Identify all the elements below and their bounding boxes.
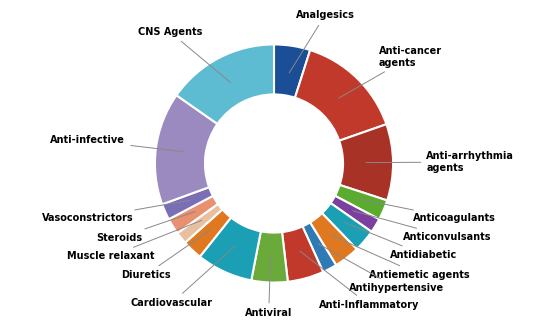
Text: Antiviral: Antiviral: [245, 255, 293, 318]
Wedge shape: [162, 187, 213, 219]
Wedge shape: [282, 226, 323, 282]
Text: Anticonvulsants: Anticonvulsants: [353, 211, 492, 242]
Text: Anticoagulants: Anticoagulants: [359, 199, 496, 223]
Text: Analgesics: Analgesics: [289, 10, 355, 73]
Text: Diuretics: Diuretics: [121, 230, 210, 280]
Wedge shape: [339, 124, 393, 200]
Wedge shape: [322, 203, 372, 249]
Text: Anti-cancer
agents: Anti-cancer agents: [339, 46, 442, 98]
Wedge shape: [169, 196, 218, 233]
Text: Anti-Inflammatory: Anti-Inflammatory: [300, 251, 419, 310]
Wedge shape: [155, 95, 218, 204]
Wedge shape: [330, 196, 379, 232]
Wedge shape: [185, 209, 231, 257]
Wedge shape: [252, 231, 288, 283]
Wedge shape: [200, 217, 261, 280]
Text: Anti-infective: Anti-infective: [50, 135, 182, 152]
Wedge shape: [310, 213, 357, 265]
Wedge shape: [178, 204, 222, 243]
Text: Antidiabetic: Antidiabetic: [345, 222, 458, 260]
Text: CNS Agents: CNS Agents: [138, 27, 231, 82]
Wedge shape: [302, 222, 336, 272]
Wedge shape: [295, 50, 386, 141]
Wedge shape: [176, 44, 274, 124]
Text: Vasoconstrictors: Vasoconstrictors: [42, 200, 190, 223]
Text: Antihypertensive: Antihypertensive: [318, 244, 444, 293]
Wedge shape: [335, 185, 387, 219]
Text: Steroids: Steroids: [96, 212, 196, 243]
Text: Anti-arrhythmia
agents: Anti-arrhythmia agents: [366, 151, 514, 173]
Text: Antiemetic agents: Antiemetic agents: [331, 235, 470, 280]
Wedge shape: [274, 44, 310, 98]
Text: Muscle relaxant: Muscle relaxant: [67, 220, 202, 261]
Text: Cardiovascular: Cardiovascular: [131, 247, 235, 308]
